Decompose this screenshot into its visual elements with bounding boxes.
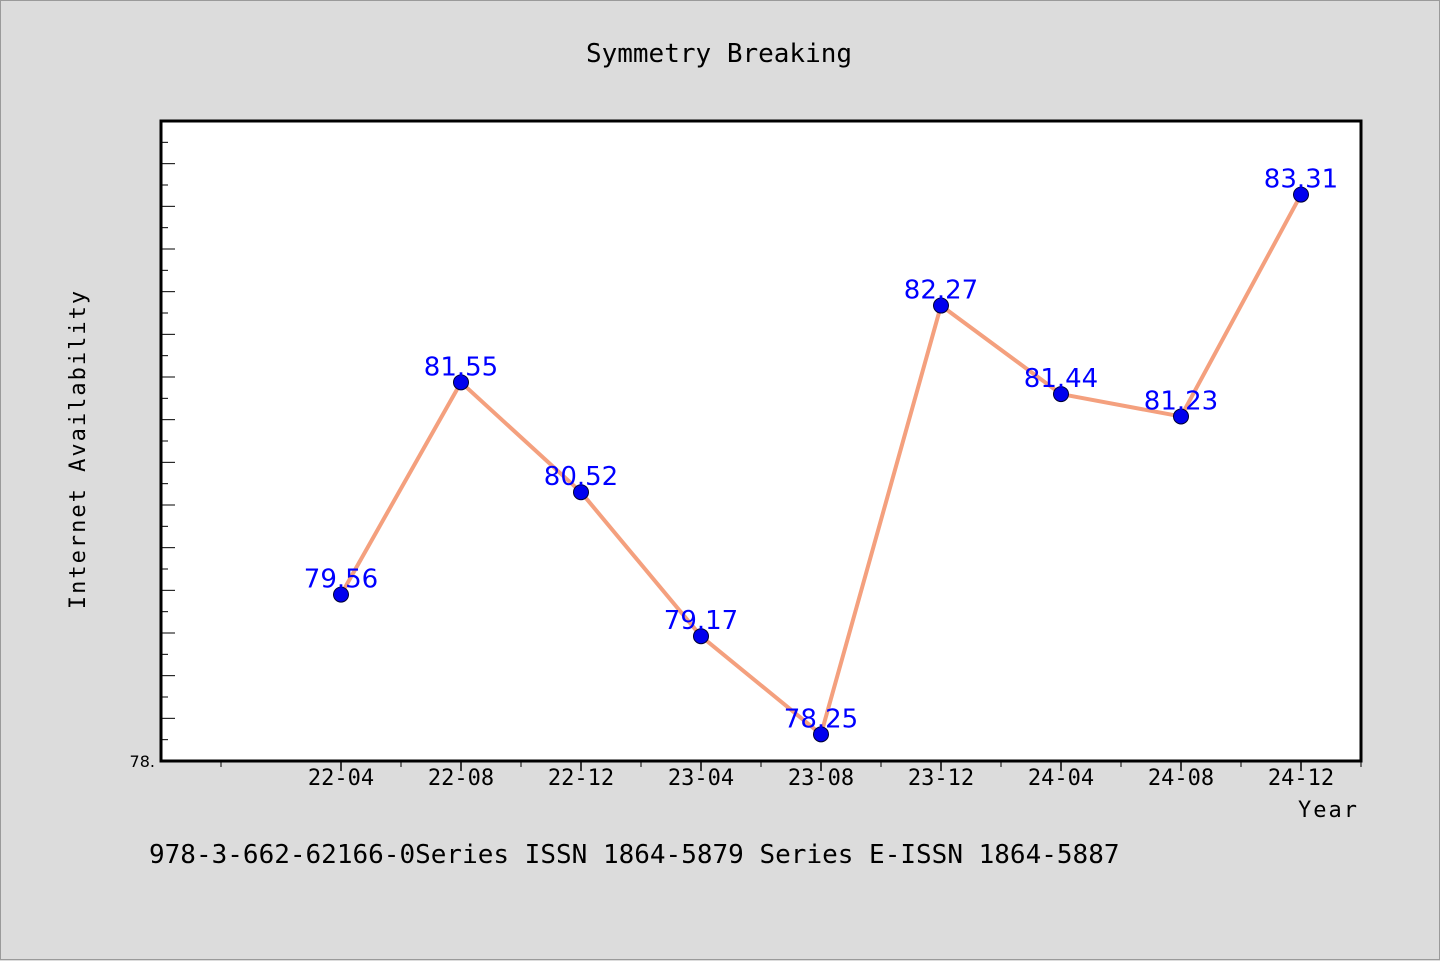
data-label: 82.27	[904, 276, 978, 306]
x-tick-label: 22-08	[428, 766, 494, 791]
data-point	[573, 484, 589, 501]
x-axis-title: Year	[1298, 798, 1359, 823]
x-tick-label: 23-04	[668, 766, 734, 791]
data-label: 79.17	[664, 606, 738, 636]
data-point	[693, 628, 709, 645]
data-label: 78.25	[784, 704, 858, 734]
x-tick-label: 24-12	[1268, 766, 1334, 791]
x-tick-label: 23-12	[908, 766, 974, 791]
x-axis-ticks	[220, 761, 1362, 771]
data-label: 83.31	[1264, 165, 1338, 195]
x-tick-label: 22-12	[548, 766, 614, 791]
data-label: 81.55	[424, 352, 498, 382]
footer-citation: 978-3-662-62166-0Series ISSN 1864-5879 S…	[149, 840, 1120, 870]
data-point	[933, 297, 949, 314]
data-label: 79.56	[304, 565, 378, 595]
x-tick-label: 22-04	[308, 766, 374, 791]
data-label: 80.52	[544, 462, 618, 492]
y-axis-ticks	[161, 141, 175, 741]
data-point	[333, 586, 349, 603]
x-tick-label: 24-04	[1028, 766, 1094, 791]
series-line-group	[333, 186, 1309, 743]
x-axis-tick-labels: 22-04 22-08 22-12 23-04 23-08 23-12 24-04 24-08…	[308, 766, 1334, 791]
data-point	[813, 726, 829, 743]
chart-title: Symmetry Breaking	[586, 39, 852, 69]
data-label: 81.44	[1024, 364, 1098, 394]
x-tick-label: 23-08	[788, 766, 854, 791]
data-point	[453, 374, 469, 391]
plot-area	[159, 119, 1363, 763]
data-label: 81.23	[1144, 386, 1218, 416]
data-point	[1053, 386, 1069, 403]
data-point	[1293, 186, 1309, 203]
data-labels: 79.56 81.55 80.52 79.17 78.25 82.27 81.44 81.23…	[304, 165, 1338, 735]
x-tick-label: 24-08	[1148, 766, 1214, 791]
data-point	[1173, 408, 1189, 425]
y-tick-label: 78.	[130, 752, 155, 771]
y-axis-title: Internet Availability	[66, 289, 91, 609]
